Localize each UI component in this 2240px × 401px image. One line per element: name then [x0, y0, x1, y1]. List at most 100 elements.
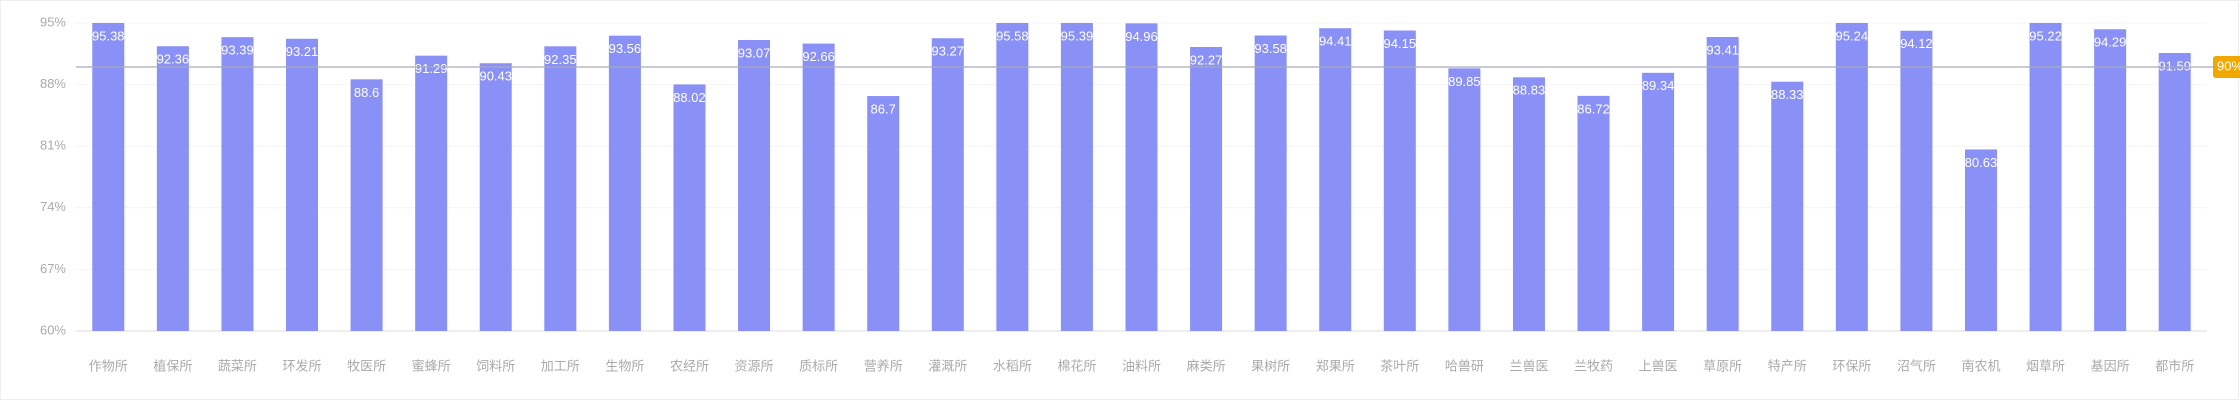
value-label: 94.15 [1384, 36, 1417, 51]
y-tick-label: 81% [40, 138, 66, 153]
value-label: 92.35 [544, 52, 577, 67]
value-label: 93.39 [221, 43, 254, 58]
x-tick-label: 水稻所 [993, 358, 1032, 373]
bar [996, 23, 1029, 332]
value-label: 93.07 [738, 45, 771, 60]
x-tick-label: 饲料所 [476, 358, 515, 373]
value-label: 94.29 [2094, 35, 2127, 50]
bar [2029, 23, 2062, 332]
bar [1900, 30, 1933, 332]
reference-badge [2213, 56, 2240, 78]
x-tick-label: 基因所 [2091, 358, 2130, 373]
x-tick-label: 烟草所 [2026, 358, 2065, 373]
value-label: 93.21 [286, 44, 319, 59]
x-tick-label: 灌溉所 [928, 358, 967, 373]
value-label: 95.58 [996, 28, 1029, 43]
x-tick-label: 果树所 [1251, 358, 1290, 373]
bar [1190, 47, 1223, 332]
value-label: 92.27 [1190, 52, 1223, 67]
x-tick-label: 都市所 [2155, 358, 2194, 373]
bar [479, 63, 512, 331]
x-tick-label: 蜜蜂所 [412, 358, 451, 373]
bar [738, 39, 771, 331]
value-label: 88.02 [673, 90, 706, 105]
x-tick-label: 沼气所 [1897, 358, 1936, 373]
x-tick-label: 资源所 [735, 358, 774, 373]
bar [286, 38, 319, 331]
bar [1577, 95, 1610, 331]
x-tick-label: 加工所 [541, 358, 580, 373]
value-label: 93.58 [1254, 41, 1287, 56]
value-label: 88.83 [1513, 83, 1546, 98]
y-tick-label: 74% [40, 199, 66, 214]
x-tick-label: 蔬菜所 [218, 358, 257, 373]
value-label: 94.41 [1319, 34, 1352, 49]
x-tick-label: 麻类所 [1187, 358, 1226, 373]
y-tick-label: 88% [40, 76, 66, 91]
value-label: 95.38 [92, 28, 125, 43]
x-tick-label: 草原所 [1703, 358, 1742, 373]
value-label: 94.12 [1900, 36, 1933, 51]
x-tick-label: 南农机 [1961, 358, 2000, 373]
x-tick-label: 兰牧药 [1574, 358, 1613, 373]
value-label: 93.27 [931, 44, 964, 59]
value-label: 92.36 [157, 52, 190, 67]
bar [802, 43, 835, 331]
bar [156, 46, 189, 332]
bar [350, 79, 383, 331]
value-label: 90.43 [479, 69, 512, 84]
value-label: 91.29 [415, 61, 448, 76]
value-label: 86.72 [1577, 101, 1610, 116]
value-label: 80.63 [1965, 155, 1998, 170]
x-tick-label: 茶叶所 [1380, 358, 1419, 373]
bar [1060, 23, 1093, 332]
value-label: 89.34 [1642, 78, 1675, 93]
bar [1254, 35, 1287, 331]
bar [1835, 23, 1868, 331]
bar [1512, 77, 1545, 332]
value-label: 95.39 [1061, 28, 1094, 43]
x-tick-label: 郑果所 [1316, 358, 1355, 373]
bar [415, 55, 448, 331]
x-tick-label: 哈兽研 [1445, 358, 1484, 373]
bar [2158, 53, 2191, 332]
x-tick-label: 环发所 [283, 358, 322, 373]
plot [92, 23, 2191, 332]
value-label: 89.85 [1448, 74, 1481, 89]
value-label: 93.41 [1706, 42, 1739, 57]
x-tick-label: 营养所 [864, 358, 903, 373]
value-label: 88.6 [354, 85, 379, 100]
y-tick-label: 60% [40, 322, 66, 337]
bar [1125, 23, 1158, 332]
reference-label: 90% [2217, 58, 2240, 73]
x-tick-label: 质标所 [799, 358, 838, 373]
x-tick-label: 生物所 [605, 358, 644, 373]
value-label: 88.33 [1771, 87, 1804, 102]
bar [1642, 72, 1675, 332]
bar [1383, 30, 1416, 331]
x-tick-label: 环保所 [1832, 358, 1871, 373]
x-tick-label: 兰兽医 [1509, 358, 1548, 373]
x-tick-label: 植保所 [153, 358, 192, 373]
value-label: 91.59 [2158, 58, 2191, 73]
value-label: 86.7 [871, 101, 896, 116]
value-label: 94.96 [1125, 29, 1158, 44]
x-tick-label: 特产所 [1768, 358, 1807, 373]
bar [2094, 29, 2127, 332]
value-label: 95.22 [2029, 28, 2062, 43]
bar [544, 46, 577, 331]
bar [1448, 68, 1481, 331]
bar [673, 84, 706, 331]
bar [1771, 81, 1804, 331]
value-label: 93.56 [609, 41, 642, 56]
y-tick-label: 95% [40, 14, 66, 29]
x-tick-label: 上兽医 [1639, 358, 1678, 373]
bar [92, 23, 125, 331]
bar [1964, 149, 1997, 331]
y-tick-label: 67% [40, 261, 66, 276]
x-tick-label: 农经所 [670, 358, 709, 373]
x-tick-label: 作物所 [89, 358, 128, 373]
bar [931, 38, 964, 331]
x-tick-label: 油料所 [1122, 358, 1161, 373]
